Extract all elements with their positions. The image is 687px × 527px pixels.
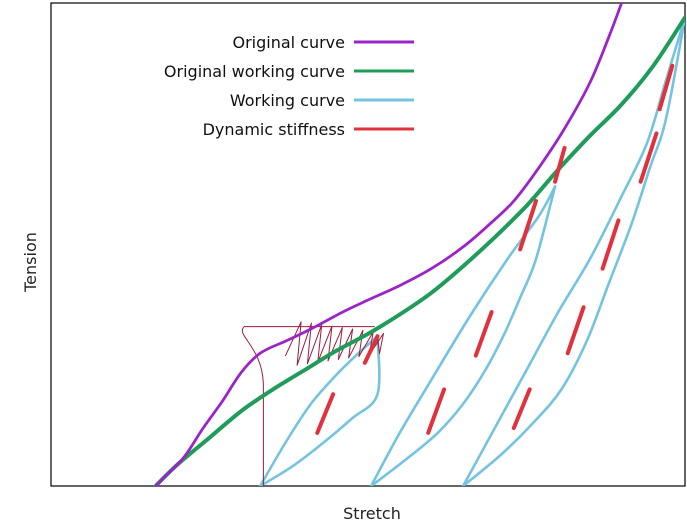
original-working-curve xyxy=(153,15,685,486)
dynamic-stiffness-dash-11 xyxy=(657,63,675,112)
x-axis-label: Stretch xyxy=(343,504,401,523)
original-curve xyxy=(154,3,623,486)
dynamic-stiffness-dash-5 xyxy=(518,199,539,252)
hysteresis-envelope xyxy=(241,326,375,486)
dynamic-stiffness-dash-6 xyxy=(553,145,567,184)
plot-frame xyxy=(50,2,686,487)
working-curve-segment-5 xyxy=(461,16,685,486)
y-axis-label: Tension xyxy=(21,232,40,293)
working-curve-segment-4 xyxy=(369,185,557,486)
dynamic-stiffness-dash-9 xyxy=(600,218,621,271)
dynamic-stiffness-dash-4 xyxy=(473,310,494,358)
legend-label-1: Original curve xyxy=(232,33,345,52)
dynamic-stiffness-dash-8 xyxy=(565,305,586,356)
dynamic-stiffness-dash-10 xyxy=(638,131,659,184)
plot-layer xyxy=(153,3,685,486)
legend-label-3: Working curve xyxy=(230,91,345,110)
legend: Original curve Original working curve Work… xyxy=(164,33,414,139)
dynamic-stiffness-dash-3 xyxy=(426,387,447,435)
dynamic-stiffness-dash-1 xyxy=(315,392,336,435)
working-curve-segment-1 xyxy=(258,335,381,486)
working-curve-segment-2 xyxy=(258,335,379,486)
dynamic-stiffness-dash-7 xyxy=(511,387,532,431)
working-curve-segment-3 xyxy=(369,185,557,486)
legend-label-2: Original working curve xyxy=(164,62,345,81)
legend-label-4: Dynamic stiffness xyxy=(203,120,345,139)
dynamic-stiffness-dash-2 xyxy=(362,334,380,365)
